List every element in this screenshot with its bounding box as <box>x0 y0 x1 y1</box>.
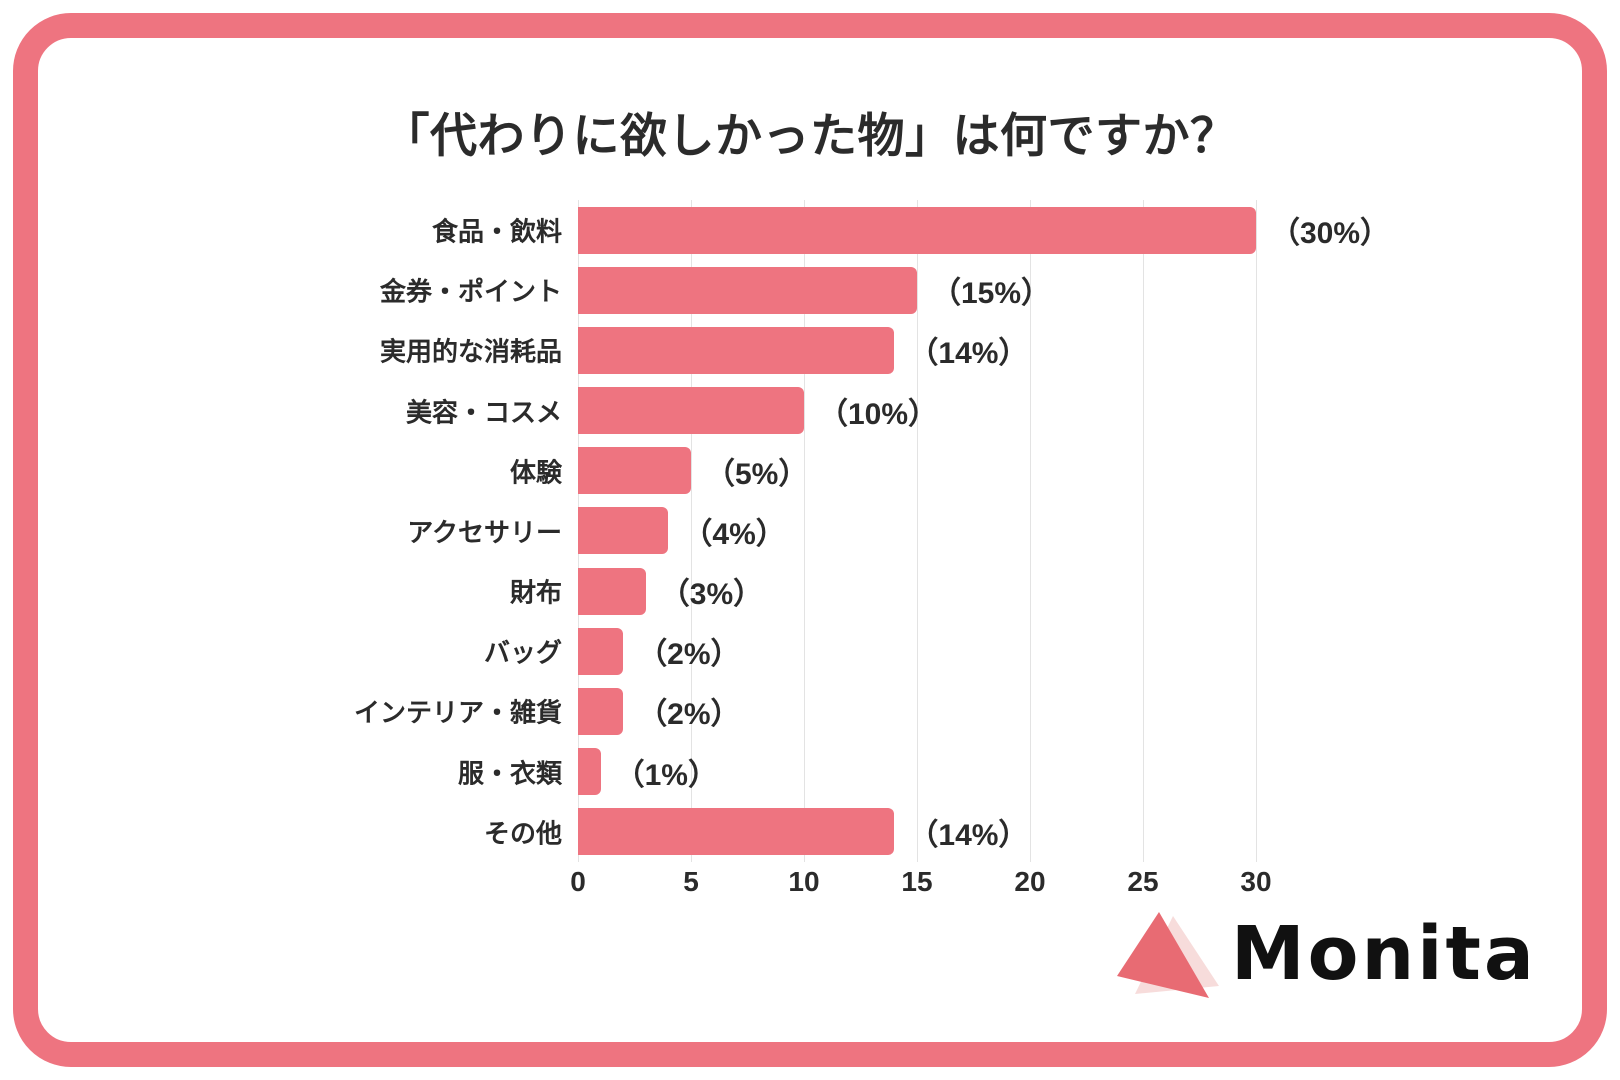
bar: （10%） <box>578 387 938 435</box>
bar: （14%） <box>578 326 1028 374</box>
category-label: 実用的な消耗品 <box>379 336 562 367</box>
bar-row: 財布 （3%） <box>510 561 1256 621</box>
bar-value-label: （1%） <box>614 758 718 792</box>
bar-value-label: （2%） <box>637 638 741 672</box>
category-label: バッグ <box>483 637 562 668</box>
bar: （2%） <box>578 687 741 735</box>
bar-row: 食品・飲料 （30%） <box>432 200 1390 260</box>
bar-value-label: （3%） <box>659 578 764 612</box>
category-label: 金券・ポイント <box>379 276 562 307</box>
bar: （30%） <box>578 206 1390 254</box>
bar-row: アクセサリー （4%） <box>407 501 1256 561</box>
bar: （4%） <box>578 507 786 555</box>
category-label: 美容・コスメ <box>405 397 562 428</box>
bar: （15%） <box>578 266 1051 314</box>
gridline-5 <box>691 200 692 862</box>
bar-row: 体験 （5%） <box>510 441 1256 501</box>
page-border-frame <box>13 13 1607 1067</box>
category-label: 財布 <box>509 577 562 608</box>
bar-value-label: （14%） <box>908 818 1029 852</box>
bar-row: バッグ （2%） <box>484 621 1256 681</box>
category-label: インテリア・雑貨 <box>353 697 562 728</box>
category-label: 服・衣類 <box>457 758 562 789</box>
triangle-logo-icon <box>1117 912 1219 998</box>
bar-row: その他 （14%） <box>484 802 1256 862</box>
bar-value-label: （4%） <box>682 517 786 551</box>
bar-row: 美容・コスメ （10%） <box>406 381 1256 441</box>
x-tick-label: 20 <box>1014 866 1046 897</box>
bar-row: 金券・ポイント （15%） <box>380 260 1256 320</box>
bar-rows: 食品・飲料 （30%） 金券・ポイント （15%） 実用的な消耗品 （14%） 美容・コスメ… <box>354 200 1390 862</box>
bar-value-label: （2%） <box>637 698 741 732</box>
bar-row: インテリア・雑貨 （2%） <box>354 681 1256 741</box>
bar: （1%） <box>578 748 718 796</box>
bar: （14%） <box>578 808 1028 856</box>
bar-value-label: （14%） <box>908 337 1029 371</box>
bar-value-label: （5%） <box>705 457 809 491</box>
bar-row: 服・衣類 （1%） <box>458 742 1256 802</box>
gridline-30 <box>1256 200 1257 862</box>
category-label: 体験 <box>509 457 562 488</box>
x-tick-label: 0 <box>570 866 586 897</box>
logo-wordmark: Monita <box>1231 911 1537 997</box>
x-tick-label: 25 <box>1127 866 1159 897</box>
category-label: その他 <box>483 818 562 849</box>
gridline-20 <box>1030 200 1031 862</box>
x-axis: 0 5 10 15 20 25 30 <box>570 866 1271 912</box>
gridline-10 <box>804 200 805 862</box>
monita-logo: Monita <box>1113 908 1534 1000</box>
page-title: 「代わりに欲しかった物」は何ですか？ <box>382 109 1238 162</box>
bar-value-label: （15%） <box>931 277 1052 311</box>
gridline-15 <box>917 200 918 862</box>
bar-value-label: （10%） <box>818 397 939 431</box>
x-tick-label: 15 <box>901 866 933 897</box>
category-label: 食品・飲料 <box>431 216 562 247</box>
bar-row: 実用的な消耗品 （14%） <box>380 320 1256 380</box>
gridline-25 <box>1143 200 1144 862</box>
bar-value-label: （30%） <box>1270 217 1391 251</box>
x-tick-label: 10 <box>788 866 820 897</box>
x-tick-label: 5 <box>683 866 699 897</box>
bar: （3%） <box>578 567 763 615</box>
bar: （5%） <box>578 447 808 495</box>
plot-area: 食品・飲料 （30%） 金券・ポイント （15%） 実用的な消耗品 （14%） 美容・コスメ… <box>354 200 1390 862</box>
bar: （2%） <box>578 627 741 675</box>
x-tick-label: 30 <box>1240 866 1272 897</box>
category-label: アクセサリー <box>407 517 562 548</box>
